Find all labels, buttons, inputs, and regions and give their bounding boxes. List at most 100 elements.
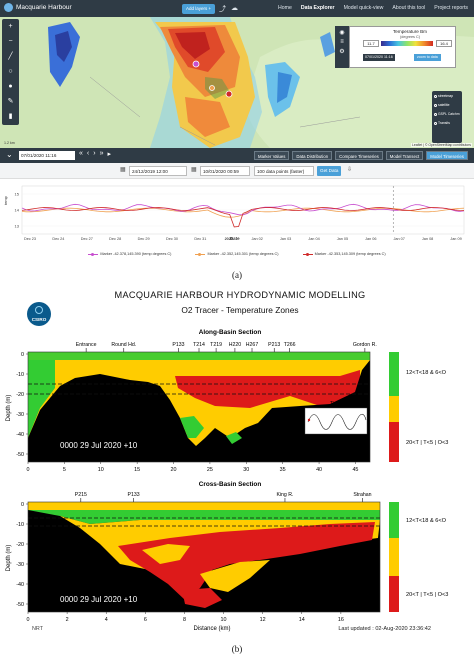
end-date-field[interactable]: 10/01/2020 00:59: [200, 166, 250, 176]
step-back-fast-icon[interactable]: «: [79, 150, 83, 157]
x-tick-label: 15: [134, 467, 140, 473]
x-tick-label: 30: [243, 467, 249, 473]
draw-line-icon[interactable]: ╱: [8, 53, 13, 60]
x-tick-label: Dec 27: [81, 237, 93, 241]
y-tick-label: -40: [16, 582, 24, 588]
chevron-down-icon[interactable]: ⌄: [6, 150, 13, 159]
svg-text:0.6: 0.6: [296, 413, 301, 417]
download-icon[interactable]: ⇩: [347, 167, 353, 173]
map-view[interactable]: + − ╱ ○ ● ✎ ▮ ◉ ≡ ⚙ Temperature Bm (degr…: [0, 17, 474, 148]
x-tick-label: Dec 23: [24, 237, 36, 241]
station-label: Strahan: [353, 492, 371, 498]
step-forward-fast-icon[interactable]: »: [99, 150, 104, 157]
x-tick-label: Jan 09: [450, 237, 461, 241]
base-layer-streetmap[interactable]: streetmap: [434, 94, 460, 98]
x-tick-label: 8: [183, 617, 186, 623]
cloud-download-icon[interactable]: ☁: [231, 5, 238, 12]
marker-values-button[interactable]: Marker Values: [254, 151, 290, 160]
marker-icon[interactable]: ●: [8, 83, 13, 90]
gear-icon[interactable]: ⚙: [339, 49, 345, 55]
layer-icon[interactable]: ≡: [340, 39, 344, 45]
radio-icon: [434, 103, 437, 107]
zone-red: [389, 576, 399, 612]
trash-icon[interactable]: ▮: [8, 113, 13, 120]
zone-red-label: 20<T | T<5 | O<3: [406, 440, 448, 446]
data-distribution-button[interactable]: Data Distribution: [292, 151, 333, 160]
figure-subtitle: O2 Tracer - Temperature Zones: [181, 305, 299, 315]
zoom-out-icon[interactable]: −: [8, 38, 13, 45]
timeseries-legend: Marker -42.378,145.390 (temp degrees C) …: [0, 252, 474, 256]
station-label: T214: [193, 342, 205, 348]
legend-controls: ◉ ≡ ⚙: [335, 26, 349, 68]
zone-red-label: 20<T | T<5 | O<3: [406, 592, 448, 598]
nav-home[interactable]: Home: [278, 5, 292, 11]
station-label: T266: [284, 342, 296, 348]
along-x-axis: 0 5 10 15 20 25 30 35 40 45: [27, 462, 358, 473]
zone-red: [389, 422, 399, 462]
draw-circle-icon[interactable]: ○: [8, 68, 13, 75]
zone-green: [389, 502, 399, 538]
x-tick-label: 0: [27, 467, 30, 473]
compare-timeseries-button[interactable]: Compare Timeseries: [335, 151, 383, 160]
zone-yellow: [389, 396, 399, 422]
nrt-label: NRT: [32, 626, 43, 632]
add-layers-button[interactable]: Add layers +: [182, 4, 216, 14]
station-label: King R.: [276, 492, 293, 498]
visibility-eye-icon[interactable]: ◉: [339, 30, 345, 36]
nav-model-quick-view[interactable]: Model quick-view: [343, 5, 384, 11]
timeseries-plot[interactable]: 15 14 13 Dec 23 Dec 24 Dec 27 Dec 28 Dec 29 Dec …: [0, 180, 474, 252]
legend-marker-1[interactable]: Marker -42.378,145.390 (temp degrees C): [88, 252, 171, 256]
legend-title: Temperature Bm: [393, 29, 427, 34]
x-tick-label: 0: [27, 617, 30, 623]
base-layer-catchment[interactable]: GSPL Catchm: [434, 112, 460, 116]
base-layer-transits[interactable]: Transits: [434, 121, 460, 125]
get-data-button[interactable]: Get Data: [317, 166, 342, 176]
play-icon[interactable]: ▸: [107, 151, 112, 158]
caption-b: (b): [231, 644, 243, 654]
station-label: Round Hd.: [111, 342, 136, 348]
x-tick-label: 25: [207, 467, 213, 473]
station-label: P133: [172, 342, 184, 348]
station-label: P215: [75, 492, 87, 498]
data-points-select[interactable]: 100 data points (faster): [254, 166, 314, 176]
model-transect-button[interactable]: Model Transect: [385, 151, 424, 160]
cross-timestamp: 0000 29 Jul 2020 +10: [60, 595, 138, 604]
y-tick-label: -50: [16, 602, 24, 608]
zoom-in-icon[interactable]: +: [8, 23, 13, 30]
station-label: P133: [128, 492, 140, 498]
nav-project-reports[interactable]: Project reports: [434, 5, 468, 11]
brand[interactable]: Macquarie Harbour: [4, 3, 72, 12]
time-step-controls: « ‹ › » ▸: [79, 150, 111, 158]
last-updated: Last updated : 02-Aug-2020 23:36:42: [338, 626, 431, 632]
edit-icon[interactable]: ✎: [7, 98, 14, 105]
share-icon[interactable]: ⤴: [219, 6, 226, 13]
current-time-field[interactable]: 07/01/2020 11:16: [19, 151, 75, 160]
nav-about[interactable]: About this tool: [392, 5, 426, 11]
x-tick-label: Jan 03: [280, 237, 291, 241]
timeseries-ylabel: temp: [3, 196, 8, 205]
map-attribution[interactable]: Leaflet | © OpenStreetMap contributors: [411, 143, 472, 147]
step-forward-icon[interactable]: ›: [93, 150, 96, 157]
map-toolbar: + − ╱ ○ ● ✎ ▮: [2, 19, 19, 125]
nav-data-explorer[interactable]: Data Explorer: [300, 5, 335, 11]
zoom-to-data-button[interactable]: zoom to data: [414, 54, 441, 61]
legend-marker-3[interactable]: Marker -42.353,145.309 (temp degrees C): [302, 252, 386, 256]
cross-ylabel: Depth (m): [6, 545, 12, 572]
model-timeseries-button[interactable]: Model Timeseries: [426, 151, 468, 160]
legend-units: (degrees C): [399, 35, 421, 39]
along-stations: Entrance Round Hd. P133 T214 T219 H220 H267 P21…: [76, 342, 377, 352]
along-y-axis: 0 -10 -20 -30 -40 -50: [16, 352, 28, 458]
start-date-field[interactable]: 24/12/2019 12:00: [129, 166, 187, 176]
x-tick-label: 16: [338, 617, 344, 623]
step-back-icon[interactable]: ‹: [86, 150, 90, 157]
y-tick-label: 13: [15, 224, 20, 229]
calendar-icon[interactable]: ▦: [191, 167, 197, 173]
legend-max-input[interactable]: 16.4: [436, 40, 452, 47]
calendar-icon[interactable]: ▦: [120, 167, 126, 173]
legend-min-input[interactable]: 11.7: [363, 40, 379, 47]
time-range-bar: ▦ 24/12/2019 12:00 ▦ 10/01/2020 00:59 10…: [0, 163, 474, 179]
radio-icon: [434, 112, 437, 116]
legend-marker-2[interactable]: Marker -42.352,145.301 (temp degrees C): [195, 252, 279, 256]
base-layer-satellite[interactable]: satellite: [434, 103, 460, 107]
along-ylabel: Depth (m): [6, 395, 12, 422]
